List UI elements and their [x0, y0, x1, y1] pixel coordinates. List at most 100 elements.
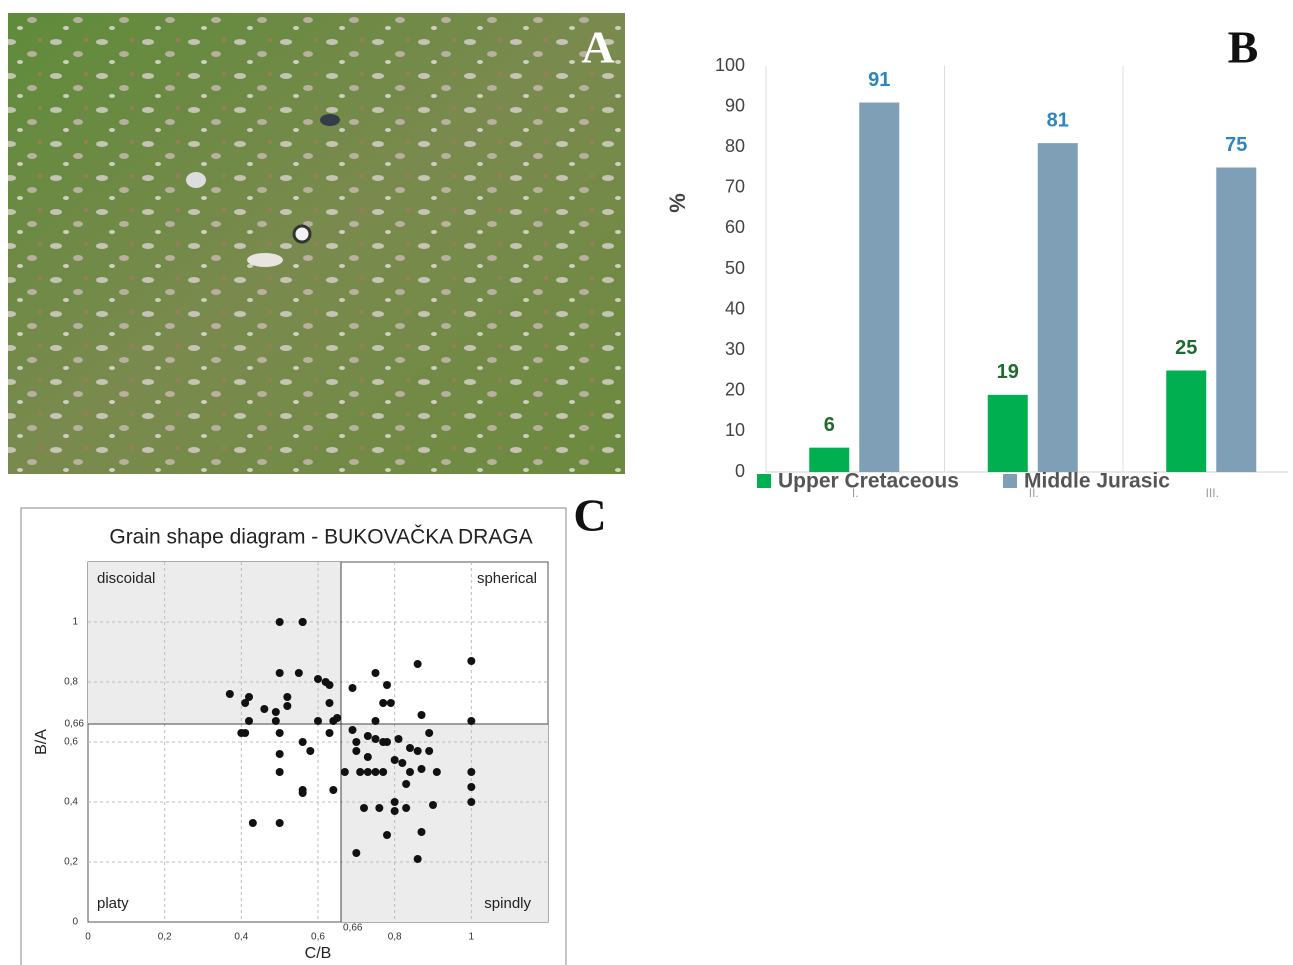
- y-axis-label: B/A: [33, 729, 50, 755]
- point: [283, 693, 292, 701]
- point: [329, 786, 338, 794]
- quadrant-label: spherical: [477, 570, 537, 587]
- x-tick-label: 0,8: [388, 932, 402, 943]
- point: [429, 801, 437, 809]
- y-tick-label: 0,6: [64, 737, 78, 748]
- x-tick-label: 0,4: [234, 932, 248, 943]
- point: [325, 699, 334, 707]
- point: [413, 747, 422, 755]
- point: [248, 819, 257, 827]
- panel-label: A: [581, 22, 614, 73]
- quadrant-label: platy: [97, 895, 129, 912]
- x-axis-label: C/B: [305, 945, 332, 962]
- point: [413, 660, 422, 668]
- y-tick-label: 30: [725, 339, 745, 359]
- legend-swatch: [757, 474, 771, 488]
- quadrant-label: spindly: [484, 895, 531, 912]
- value-label: 6: [824, 414, 835, 436]
- x-tick-label: 1: [469, 932, 475, 943]
- point: [379, 768, 388, 776]
- point: [225, 690, 234, 698]
- point: [390, 756, 399, 764]
- point: [275, 669, 284, 677]
- point: [352, 738, 361, 746]
- x-tick-label: 0,6: [311, 932, 325, 943]
- point: [325, 729, 334, 737]
- y-tick-label: 50: [725, 258, 745, 278]
- point: [383, 831, 391, 839]
- bar: [1166, 370, 1207, 472]
- point: [394, 735, 403, 743]
- point: [352, 849, 361, 857]
- point: [283, 702, 292, 710]
- y-tick-label: 70: [725, 177, 745, 197]
- point: [467, 798, 476, 806]
- point: [417, 711, 426, 719]
- point: [363, 732, 372, 740]
- point: [402, 804, 411, 812]
- y-tick-label: 0,8: [64, 677, 78, 688]
- x-split-label: 0,66: [343, 923, 363, 934]
- value-label: 19: [997, 361, 1019, 383]
- x-tick-label: I.: [852, 486, 859, 500]
- legend-swatch: [1003, 474, 1017, 488]
- y-tick-label: 10: [725, 420, 745, 440]
- point: [390, 807, 399, 815]
- point: [275, 729, 284, 737]
- point: [363, 753, 372, 761]
- x-tick-label: 0,2: [158, 932, 172, 943]
- point: [383, 681, 391, 689]
- point: [260, 705, 269, 713]
- y-tick-label: 1: [72, 617, 78, 628]
- point: [360, 804, 368, 812]
- legend-label: Upper Cretaceous: [778, 470, 959, 493]
- point: [245, 693, 253, 701]
- point: [467, 783, 476, 791]
- point: [371, 717, 380, 725]
- point: [432, 768, 441, 776]
- quadrant-shade: [88, 562, 341, 724]
- value-label: 75: [1225, 134, 1247, 156]
- bar: [1037, 143, 1078, 472]
- y-tick-label: 20: [725, 380, 745, 400]
- y-tick-label: 0: [735, 461, 745, 481]
- point: [298, 789, 307, 797]
- point: [356, 768, 365, 776]
- y-tick-label: 90: [725, 95, 745, 115]
- point: [275, 618, 284, 626]
- point: [379, 699, 388, 707]
- y-split-label: 0,66: [65, 719, 85, 730]
- point: [467, 768, 476, 776]
- point: [467, 657, 476, 665]
- point: [294, 669, 303, 677]
- x-tick-label: II.: [1029, 486, 1039, 500]
- legend-label: Middle Jurasic: [1024, 470, 1170, 493]
- point: [425, 729, 434, 737]
- point: [417, 765, 426, 773]
- y-tick-label: 0: [72, 917, 78, 928]
- y-tick-label: 0,2: [64, 857, 78, 868]
- point: [245, 717, 253, 725]
- point: [425, 747, 434, 755]
- point: [340, 768, 349, 776]
- point: [406, 768, 414, 776]
- panel-label: C: [573, 490, 606, 541]
- value-label: 25: [1175, 337, 1197, 359]
- point: [271, 708, 280, 716]
- y-axis-label: %: [665, 193, 690, 213]
- point: [417, 828, 426, 836]
- y-tick-label: 40: [725, 298, 745, 318]
- point: [348, 684, 357, 692]
- y-tick-label: 100: [715, 55, 745, 75]
- x-tick-label: 0: [85, 932, 91, 943]
- point: [333, 714, 342, 722]
- bar: [859, 102, 900, 472]
- point: [413, 855, 422, 863]
- point: [398, 759, 407, 767]
- photo: [8, 13, 625, 474]
- point: [271, 717, 280, 725]
- point: [314, 717, 322, 725]
- point: [298, 618, 307, 626]
- value-label: 81: [1047, 109, 1069, 131]
- point: [348, 726, 357, 734]
